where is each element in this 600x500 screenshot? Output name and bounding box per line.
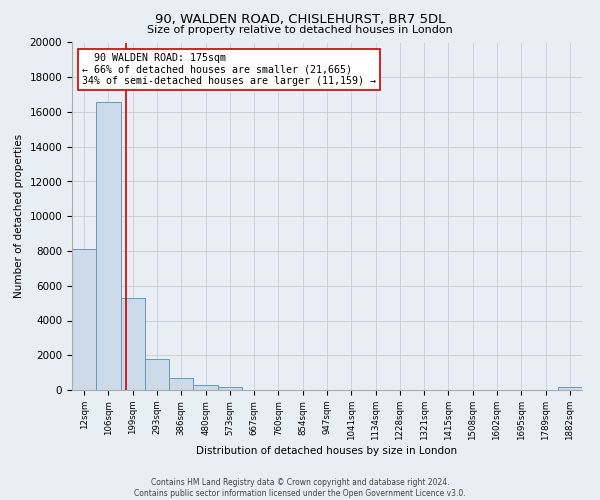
Bar <box>218 388 242 390</box>
Bar <box>558 388 582 390</box>
Bar <box>193 385 218 390</box>
X-axis label: Distribution of detached houses by size in London: Distribution of detached houses by size … <box>196 446 458 456</box>
Text: 90 WALDEN ROAD: 175sqm  
← 66% of detached houses are smaller (21,665)
34% of se: 90 WALDEN ROAD: 175sqm ← 66% of detached… <box>82 53 376 86</box>
Y-axis label: Number of detached properties: Number of detached properties <box>14 134 24 298</box>
Text: 90, WALDEN ROAD, CHISLEHURST, BR7 5DL: 90, WALDEN ROAD, CHISLEHURST, BR7 5DL <box>155 12 445 26</box>
Bar <box>169 378 193 390</box>
Text: Size of property relative to detached houses in London: Size of property relative to detached ho… <box>147 25 453 35</box>
Bar <box>96 102 121 390</box>
Bar <box>72 250 96 390</box>
Text: Contains HM Land Registry data © Crown copyright and database right 2024.
Contai: Contains HM Land Registry data © Crown c… <box>134 478 466 498</box>
Bar <box>121 298 145 390</box>
Bar <box>145 358 169 390</box>
